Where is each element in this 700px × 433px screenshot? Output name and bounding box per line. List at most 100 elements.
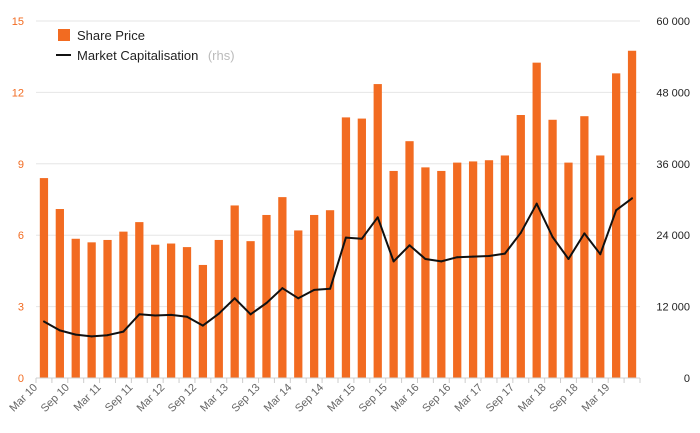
bar — [453, 162, 462, 378]
y-right-tick-label: 0 — [684, 373, 690, 385]
bar — [310, 214, 319, 378]
x-tick-label: Sep 12 — [166, 382, 199, 415]
bar — [421, 167, 430, 378]
x-tick-label: Sep 11 — [103, 382, 136, 415]
bar — [214, 239, 223, 378]
bar — [484, 160, 494, 378]
bar — [39, 178, 49, 378]
x-tick-label: Sep 10 — [39, 382, 72, 415]
line-point — [154, 314, 157, 317]
x-tick-label: Mar 13 — [198, 382, 231, 415]
bar — [71, 238, 80, 378]
bar — [55, 209, 64, 378]
bar — [103, 239, 112, 378]
line-point — [281, 287, 284, 290]
x-tick-label: Sep 18 — [547, 382, 580, 415]
line-point — [440, 260, 443, 263]
line-point — [344, 236, 347, 239]
line-point — [106, 334, 109, 337]
y-left-tick-label: 15 — [12, 16, 24, 28]
bar — [119, 231, 128, 378]
legend-swatch-share-price — [58, 29, 70, 41]
svg-text:Market Capitalisation (r: Market Capitalisation (rhs) — [77, 47, 235, 64]
line-point — [138, 313, 141, 316]
line-point — [74, 333, 77, 336]
legend-label-share-price: Share Price — [77, 28, 145, 43]
line-point — [488, 255, 490, 258]
y-left-tick-label: 0 — [18, 373, 24, 385]
line-point — [90, 335, 93, 338]
line-point — [392, 260, 395, 263]
bar — [151, 244, 160, 378]
x-tick-label: Sep 15 — [357, 382, 390, 415]
bar — [294, 230, 303, 378]
line-point — [615, 209, 618, 212]
x-tick-label: Mar 10 — [7, 382, 40, 415]
line-point — [122, 330, 125, 333]
bar — [230, 205, 239, 378]
line-point — [217, 312, 220, 315]
line-point — [313, 288, 316, 291]
bar — [166, 243, 176, 378]
x-tick-label: Mar 17 — [452, 382, 485, 415]
y-left-tick-label: 3 — [18, 302, 24, 314]
x-tick-label: Mar 16 — [389, 382, 422, 415]
y-axis-left: 0 3 6 9 12 15 — [12, 16, 24, 385]
legend-label-market-cap-suffix: (rhs) — [208, 48, 235, 63]
legend: Share Price Market Capitalisation (rhs) — [56, 28, 235, 64]
line-point — [170, 313, 173, 316]
market-cap-line — [43, 197, 633, 338]
line-point — [551, 235, 554, 238]
y-left-tick-label: 9 — [18, 159, 24, 171]
bar — [325, 210, 335, 378]
bar — [262, 214, 271, 378]
share-price-bars — [39, 50, 637, 379]
line-point — [583, 232, 586, 235]
line-point — [249, 313, 252, 316]
x-tick-label: Sep 17 — [484, 382, 517, 415]
x-tick-label: Mar 11 — [72, 382, 104, 414]
line-point — [329, 287, 332, 290]
bar — [182, 247, 192, 378]
bar — [548, 119, 557, 379]
y-left-tick-label: 6 — [18, 230, 24, 242]
line-point — [408, 244, 411, 247]
bar — [389, 170, 398, 378]
y-axis-right: 0 12 000 24 000 36 000 48 000 60 000 — [656, 16, 690, 385]
line-point — [58, 329, 61, 332]
legend-label-market-cap: Market Capitalisation — [77, 48, 198, 63]
line-point — [360, 237, 363, 240]
line-point — [424, 258, 427, 260]
x-tick-label: Mar 18 — [516, 382, 549, 415]
bar — [500, 155, 510, 378]
line-point — [599, 253, 602, 256]
x-tick-label: Mar 15 — [325, 382, 358, 415]
bar — [580, 116, 589, 378]
x-tick-label: Sep 14 — [293, 382, 326, 415]
y-left-tick-label: 12 — [12, 87, 24, 99]
line-point — [201, 324, 204, 327]
bar — [612, 73, 621, 379]
x-tick-label: Sep 13 — [230, 382, 263, 415]
bar — [198, 264, 208, 378]
line-point — [535, 202, 538, 205]
bar — [564, 162, 573, 378]
line-point — [297, 297, 300, 300]
line-point — [42, 320, 45, 323]
y-right-tick-label: 48 000 — [656, 87, 690, 99]
line-point — [472, 255, 475, 258]
line-point — [233, 297, 236, 300]
bar — [135, 222, 144, 378]
y-right-tick-label: 24 000 — [656, 230, 690, 242]
x-tick-label: Sep 16 — [420, 382, 453, 415]
bar — [405, 141, 414, 378]
line-point — [376, 216, 379, 219]
bar — [341, 117, 351, 378]
line-point — [503, 252, 506, 255]
bar — [357, 118, 366, 378]
line-point — [567, 258, 570, 260]
x-tick-label: Mar 14 — [262, 382, 295, 415]
y-right-tick-label: 60 000 — [656, 16, 690, 28]
